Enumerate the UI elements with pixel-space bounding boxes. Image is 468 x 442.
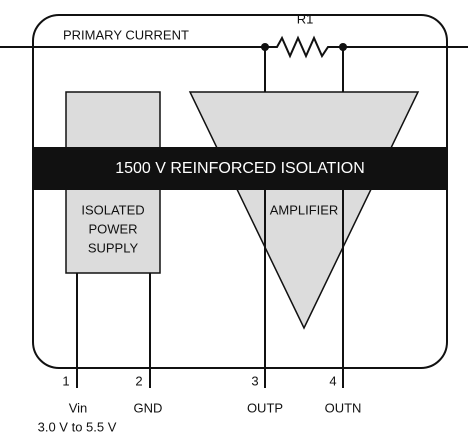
pin-number: 1 [62, 373, 69, 388]
vin-range: 3.0 V to 5.5 V [38, 419, 117, 434]
pin-name: OUTP [247, 400, 283, 415]
isolation-band [33, 147, 447, 190]
pin-wires [76, 190, 344, 388]
resistor [265, 35, 343, 59]
amplifier-label: AMPLIFIER [270, 202, 339, 217]
power-supply-label: POWER [88, 221, 137, 236]
isolation-label: 1500 V REINFORCED ISOLATION [115, 160, 365, 177]
pin-name: GND [134, 400, 163, 415]
pin-number: 3 [251, 373, 258, 388]
pin-name: Vin [69, 400, 88, 415]
primary-current-label: PRIMARY CURRENT [63, 27, 189, 42]
pin-name: OUTN [325, 400, 362, 415]
power-supply-label: ISOLATED [81, 202, 144, 217]
resistor-label: R1 [297, 11, 314, 26]
pin-number: 4 [329, 373, 336, 388]
sense-wires [264, 47, 344, 92]
pin-number: 2 [135, 373, 142, 388]
power-supply-label: SUPPLY [88, 240, 139, 255]
